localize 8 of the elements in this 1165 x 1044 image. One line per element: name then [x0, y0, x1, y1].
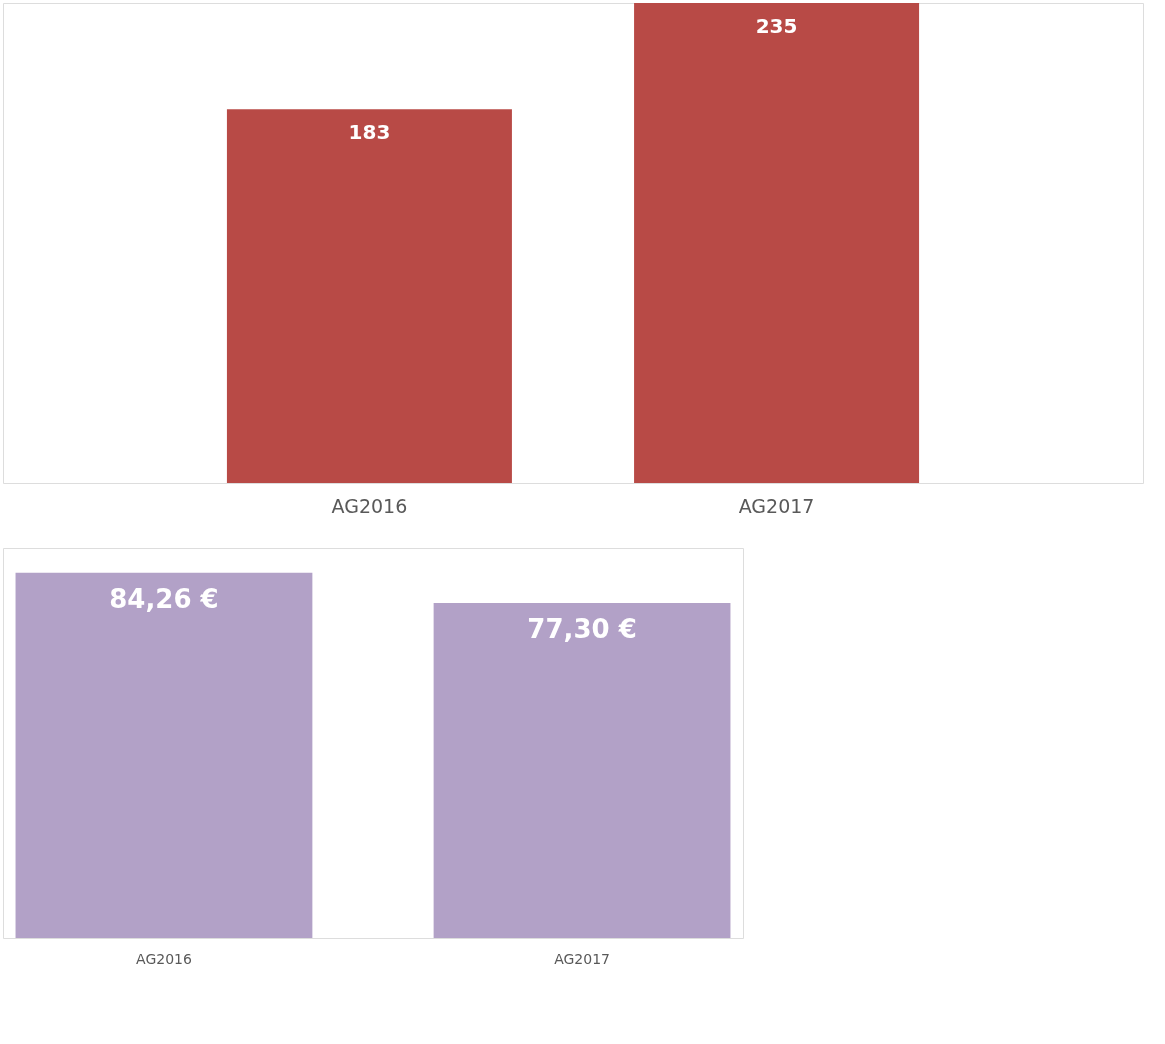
data-label: 183 [348, 120, 391, 145]
x-tick-label: AG2016 [136, 950, 192, 967]
x-tick-label: AG2016 [331, 494, 408, 517]
data-label: 84,26 € [109, 583, 219, 614]
x-tick-label: AG2017 [554, 950, 610, 967]
data-label: 77,30 € [527, 614, 637, 645]
data-label: 235 [755, 14, 798, 38]
x-tick-label: AG2017 [738, 494, 815, 517]
